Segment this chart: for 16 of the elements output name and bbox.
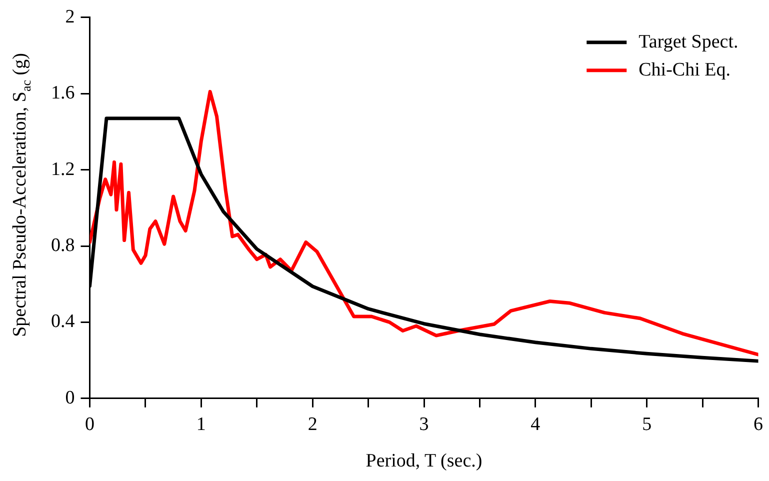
legend-label: Target Spect. — [638, 31, 738, 52]
x-tick-label: 4 — [530, 414, 541, 435]
x-tick-label: 5 — [642, 414, 652, 435]
x-tick-label: 1 — [196, 414, 206, 435]
y-tick-label: 1.6 — [51, 82, 75, 104]
x-tick-label: 2 — [308, 414, 318, 435]
x-tick-label: 6 — [754, 414, 763, 435]
x-axis-title: Period, T (sec.) — [366, 450, 482, 472]
legend-label: Chi-Chi Eq. — [638, 59, 730, 80]
y-tick-label: 0 — [65, 387, 75, 408]
y-tick-label: 0.8 — [51, 234, 75, 256]
x-tick-label: 0 — [85, 414, 94, 435]
x-tick-label: 3 — [419, 414, 429, 435]
y-tick-label: 1.2 — [51, 158, 75, 180]
y-tick-label: 0.4 — [51, 311, 76, 332]
y-tick-label: 2 — [65, 6, 75, 28]
